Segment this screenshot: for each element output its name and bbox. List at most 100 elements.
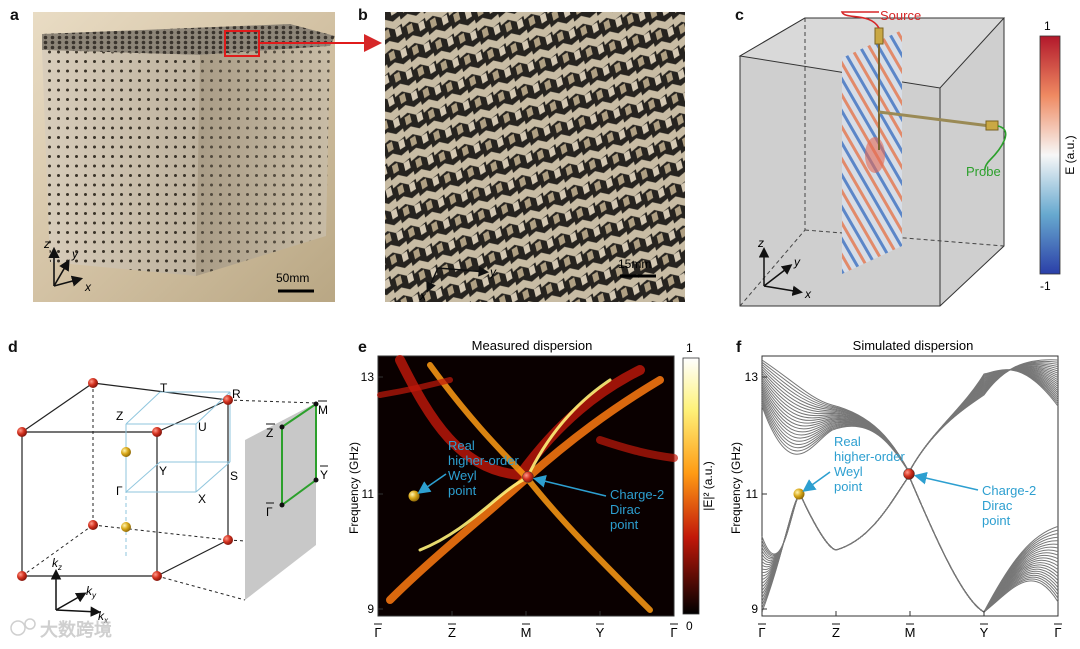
- y-tick-label: 11: [746, 487, 759, 501]
- probe-cable: [984, 125, 1007, 171]
- y-ticks: 13 11 9: [745, 370, 767, 616]
- surface-label-Z: Z: [266, 426, 273, 440]
- panel-b: b y x 15mm: [358, 7, 685, 303]
- panel-letter-f: f: [736, 339, 742, 356]
- label-R: R: [232, 387, 241, 401]
- label-S: S: [230, 469, 238, 483]
- y-axis-label: Frequency (GHz): [729, 442, 743, 534]
- axis-y-label: y: [793, 255, 801, 269]
- weyl-annotation: Real higher-order Weyl point: [834, 434, 908, 494]
- x-tick-label: Γ: [758, 625, 765, 640]
- colorbar-label: E (a.u.): [1063, 135, 1077, 174]
- panel-letter-e: e: [358, 339, 367, 356]
- label-U: U: [198, 420, 207, 434]
- colorbar-intensity: [682, 357, 700, 615]
- axis-ky-label: k: [86, 584, 93, 598]
- axes-a: [48, 246, 84, 287]
- axis-kx-sub: x: [103, 616, 109, 625]
- watermark: 大数跨境: [10, 618, 112, 640]
- dirac-point: [522, 471, 534, 483]
- y-tick-label: 11: [362, 487, 375, 501]
- weyl-point: [408, 490, 420, 502]
- lattice-closeup: [385, 12, 685, 302]
- dirac-arrow: [913, 471, 979, 491]
- colorbar-min: 0: [686, 619, 693, 633]
- axis-kz-sub: z: [57, 563, 62, 572]
- x-tick-label: M: [521, 625, 532, 640]
- axes-k: [50, 569, 101, 617]
- x-tick-label: Γ: [670, 625, 677, 640]
- axis-z-label: z: [757, 236, 764, 250]
- label-Y: Y: [159, 464, 167, 478]
- axes-b: [426, 266, 489, 293]
- label-gamma: Γ: [116, 484, 123, 498]
- panel-c: c Source Probe z y x 1 -1 E (a.u: [735, 7, 1077, 307]
- chart-title: Measured dispersion: [472, 338, 593, 353]
- axis-kz-label: k: [52, 556, 59, 570]
- x-tick-label: Z: [448, 625, 456, 640]
- panel-letter-b: b: [358, 7, 368, 24]
- source-antenna-head: [874, 27, 884, 45]
- panel-letter-a: a: [10, 7, 19, 24]
- axes-c: [758, 247, 803, 296]
- watermark-text: 大数跨境: [40, 619, 112, 640]
- svg-text:kx: kx: [98, 609, 109, 625]
- panel-d: d: [8, 339, 328, 625]
- label-Z: Z: [116, 409, 123, 423]
- dirac-point: [903, 468, 915, 480]
- corner-points: [17, 378, 233, 581]
- weyl-annotation: Real higher-order Weyl point: [448, 438, 522, 498]
- bz-cube: [21, 382, 229, 577]
- y-axis-label: Frequency (GHz): [347, 442, 361, 534]
- colorbar-field: [1039, 35, 1061, 275]
- dirac-arrow: [532, 475, 607, 497]
- x-tick-label: Y: [596, 625, 605, 640]
- chart-title: Simulated dispersion: [853, 338, 974, 353]
- axis-kx-label: k: [98, 609, 105, 623]
- x-tick-label: Y: [980, 625, 989, 640]
- x-tick-label: Γ: [374, 625, 381, 640]
- x-tick-label: Z: [832, 625, 840, 640]
- colorbar-max: 1: [686, 341, 693, 355]
- axis-x-label: x: [419, 289, 427, 303]
- scale-bar-label: 50mm: [276, 271, 309, 285]
- x-tick-label: M: [905, 625, 916, 640]
- y-tick-label: 9: [367, 602, 374, 616]
- label-X: X: [198, 492, 206, 506]
- probe-label: Probe: [966, 164, 1001, 179]
- axis-ky-sub: y: [91, 591, 97, 600]
- panel-letter-d: d: [8, 339, 18, 356]
- scale-bar-label: 15mm: [618, 257, 651, 271]
- label-T: T: [160, 381, 168, 395]
- axis-x-label: x: [84, 280, 92, 294]
- panel-e: e Measured dispersion 1 0 |E|² (a.u.) Fr…: [347, 338, 715, 640]
- y-tick-label: 13: [361, 370, 375, 384]
- axis-y-label: y: [489, 265, 497, 279]
- y-tick-label: 13: [745, 370, 759, 384]
- dirac-annotation: Charge-2 Dirac point: [982, 483, 1040, 528]
- weyl-point-lower: [121, 522, 131, 532]
- weyl-point-upper: [121, 447, 131, 457]
- axis-x-label: x: [804, 287, 812, 301]
- y-ticks: 13 11 9: [361, 370, 383, 616]
- dirac-annotation: Charge-2 Dirac point: [610, 487, 668, 532]
- weyl-arrow: [417, 473, 447, 494]
- x-tick-label: Γ: [1054, 625, 1061, 640]
- weyl-point: [793, 488, 805, 500]
- source-label: Source: [880, 8, 921, 23]
- source-cable: [840, 11, 880, 29]
- irreducible-bz: [125, 391, 231, 556]
- weyl-arrow: [802, 471, 831, 492]
- colorbar-min: -1: [1040, 279, 1051, 293]
- surface-bz-plane: [245, 403, 316, 600]
- surface-label-M: M: [318, 403, 328, 417]
- y-tick-label: 9: [751, 602, 758, 616]
- panel-a: a z y x 50mm: [10, 7, 382, 302]
- surface-label-gamma: Γ: [266, 505, 273, 519]
- axis-y-label: y: [71, 247, 79, 261]
- colorbar-max: 1: [1044, 19, 1051, 33]
- svg-text:kz: kz: [52, 556, 62, 572]
